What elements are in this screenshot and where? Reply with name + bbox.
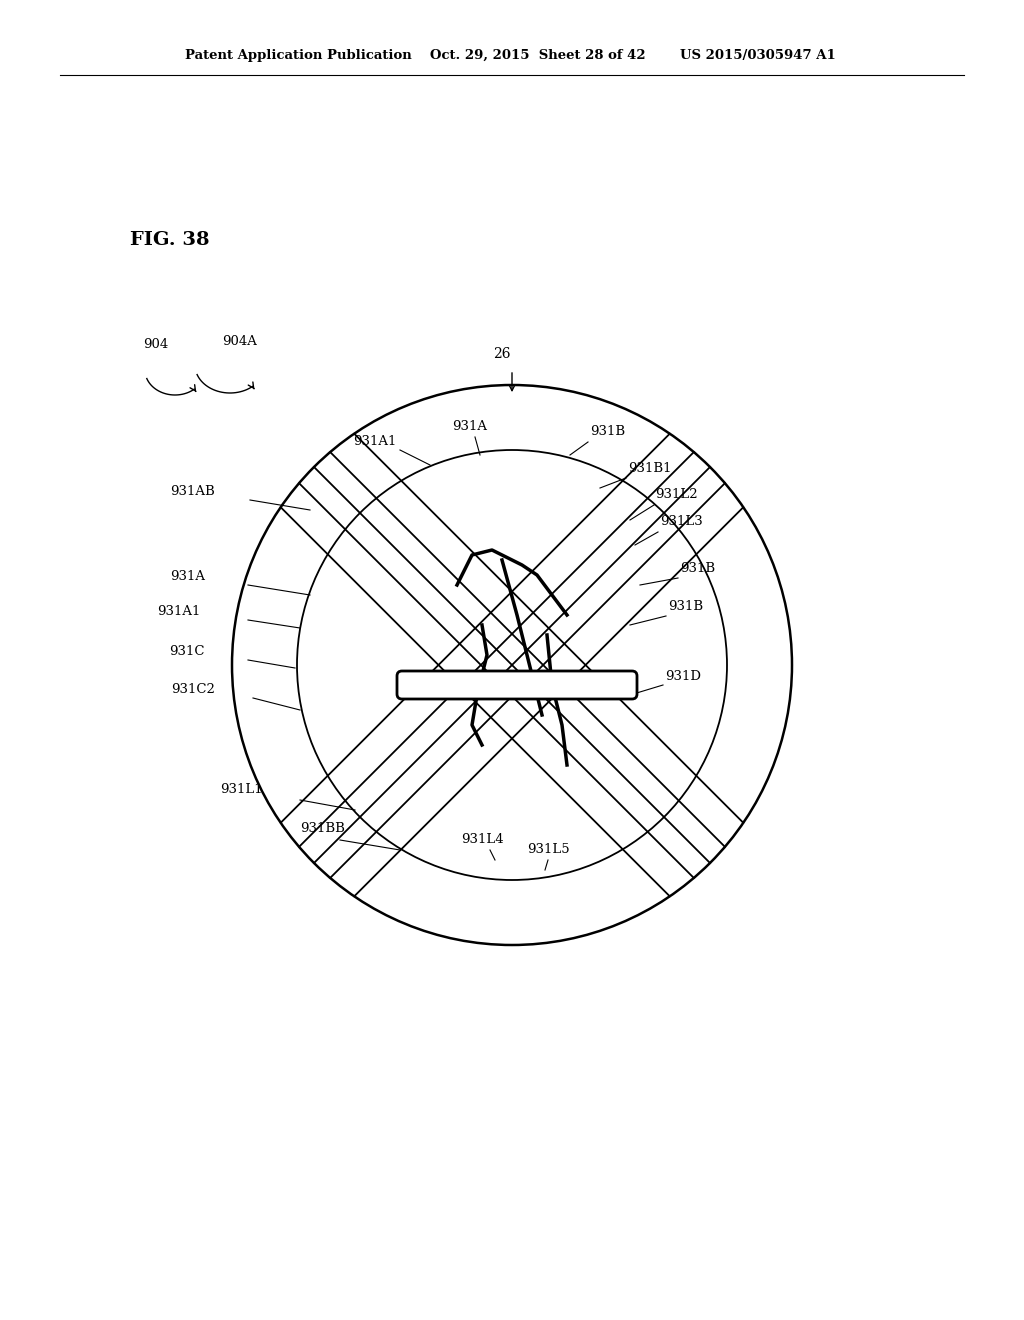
Text: Oct. 29, 2015  Sheet 28 of 42: Oct. 29, 2015 Sheet 28 of 42 [430, 49, 645, 62]
Text: 931A: 931A [453, 420, 487, 433]
Text: 931D: 931D [665, 671, 701, 682]
Text: 931A1: 931A1 [353, 436, 396, 447]
Text: 26: 26 [494, 347, 511, 360]
Text: 931A1: 931A1 [157, 605, 200, 618]
Text: 931B: 931B [680, 562, 715, 576]
Text: 931AB: 931AB [170, 484, 215, 498]
Text: 931C2: 931C2 [171, 682, 215, 696]
Text: 904A: 904A [222, 335, 257, 348]
Text: 931BB: 931BB [301, 822, 345, 836]
Text: 931C: 931C [170, 645, 205, 657]
FancyBboxPatch shape [397, 671, 637, 700]
Text: US 2015/0305947 A1: US 2015/0305947 A1 [680, 49, 836, 62]
Text: 931L5: 931L5 [526, 843, 569, 855]
Text: 931L3: 931L3 [660, 515, 702, 528]
Text: FIG. 38: FIG. 38 [130, 231, 210, 249]
Text: 931B1: 931B1 [628, 462, 672, 475]
Text: 931L1: 931L1 [220, 783, 263, 796]
Text: 931L2: 931L2 [655, 488, 697, 502]
Text: 931A: 931A [170, 570, 205, 583]
Text: 904: 904 [142, 338, 168, 351]
Text: 931B: 931B [668, 601, 703, 612]
Text: 931L4: 931L4 [461, 833, 504, 846]
Text: Patent Application Publication: Patent Application Publication [185, 49, 412, 62]
Text: 931B: 931B [590, 425, 625, 438]
